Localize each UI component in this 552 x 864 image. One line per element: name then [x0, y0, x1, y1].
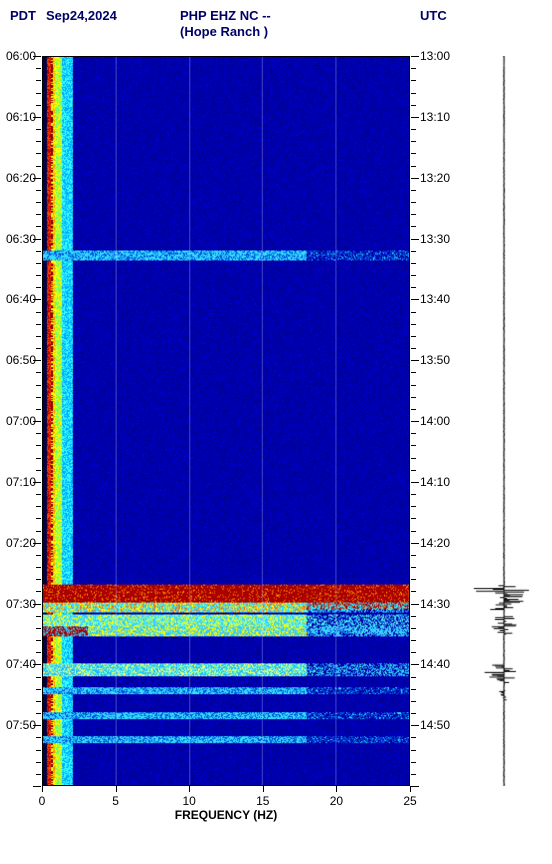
x-tick: 15 — [256, 794, 269, 808]
x-axis-label: FREQUENCY (HZ) — [42, 808, 410, 822]
waveform-canvas — [466, 56, 542, 786]
y-tick-left: 06:40 — [6, 292, 36, 306]
y-tick-right: 13:50 — [420, 353, 450, 367]
waveform-panel — [466, 56, 542, 786]
x-tick: 20 — [330, 794, 343, 808]
y-tick-left: 07:40 — [6, 657, 36, 671]
y-tick-right: 14:20 — [420, 536, 450, 550]
y-tick-left: 07:10 — [6, 475, 36, 489]
x-tick: 5 — [112, 794, 119, 808]
y-tick-left: 07:00 — [6, 414, 36, 428]
x-tick: 25 — [403, 794, 416, 808]
y-tick-left: 06:30 — [6, 232, 36, 246]
spectrogram-canvas — [43, 57, 409, 785]
y-tick-left: 06:10 — [6, 110, 36, 124]
y-tick-left: 06:50 — [6, 353, 36, 367]
spectrogram-plot — [42, 56, 410, 786]
x-tick: 10 — [183, 794, 196, 808]
y-tick-right: 14:40 — [420, 657, 450, 671]
y-tick-right: 13:30 — [420, 232, 450, 246]
y-axis-right: 13:0013:1013:2013:3013:4013:5014:0014:10… — [412, 56, 462, 786]
y-tick-left: 07:20 — [6, 536, 36, 550]
y-tick-right: 14:50 — [420, 718, 450, 732]
location-label: (Hope Ranch ) — [180, 24, 268, 39]
y-tick-right: 13:00 — [420, 49, 450, 63]
y-axis-left: 06:0006:1006:2006:3006:4006:5007:0007:10… — [0, 56, 40, 786]
date-label: Sep24,2024 — [46, 8, 117, 23]
tz-right-label: UTC — [420, 8, 447, 23]
figure-container: PDT Sep24,2024 PHP EHZ NC -- UTC (Hope R… — [0, 0, 552, 864]
y-tick-right: 14:30 — [420, 597, 450, 611]
x-tick: 0 — [39, 794, 46, 808]
y-tick-right: 13:10 — [420, 110, 450, 124]
station-label: PHP EHZ NC -- — [180, 8, 271, 23]
y-tick-right: 14:10 — [420, 475, 450, 489]
y-tick-left: 07:50 — [6, 718, 36, 732]
y-tick-right: 13:20 — [420, 171, 450, 185]
y-tick-right: 14:00 — [420, 414, 450, 428]
y-tick-left: 07:30 — [6, 597, 36, 611]
tz-left-label: PDT — [10, 8, 36, 23]
y-tick-right: 13:40 — [420, 292, 450, 306]
y-tick-left: 06:00 — [6, 49, 36, 63]
y-tick-left: 06:20 — [6, 171, 36, 185]
